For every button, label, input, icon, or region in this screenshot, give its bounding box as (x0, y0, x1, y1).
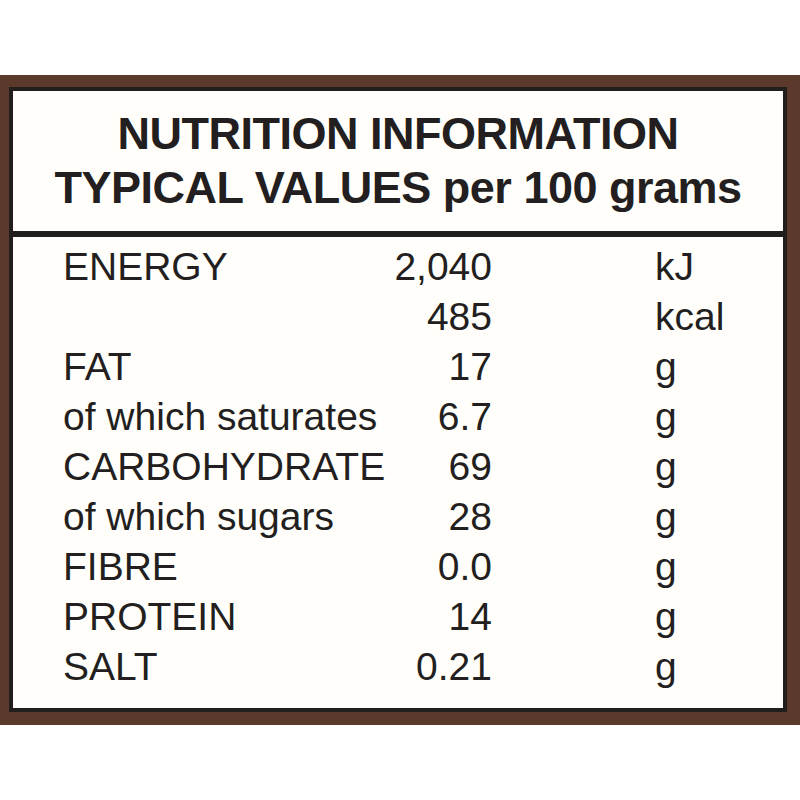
table-row: ENERGY 2,040 kJ (13, 242, 783, 292)
nutrient-name: PROTEIN (63, 592, 383, 642)
table-row: SALT 0.21 g (13, 642, 783, 692)
nutrient-unit: g (655, 592, 783, 642)
table-row: FAT 17 g (13, 342, 783, 392)
table-row: CARBOHYDRATE 69 g (13, 442, 783, 492)
nutrient-value: 2,040 (383, 242, 492, 292)
nutrient-value: 485 (383, 292, 492, 342)
nutrient-name: of which sugars (63, 492, 383, 542)
table-row: of which sugars 28 g (13, 492, 783, 542)
nutrient-unit: g (655, 442, 783, 492)
nutrient-unit: g (655, 342, 783, 392)
nutrient-value: 17 (383, 342, 492, 392)
nutrient-unit: g (655, 642, 783, 692)
nutrition-label-inner: NUTRITION INFORMATION TYPICAL VALUES per… (9, 87, 787, 712)
nutrient-value: 69 (383, 442, 492, 492)
nutrient-unit: kJ (655, 242, 783, 292)
nutrient-name (63, 292, 383, 342)
nutrition-table: ENERGY 2,040 kJ 485 kcal FAT 17 g of whi… (13, 237, 783, 708)
nutrient-value: 0.0 (383, 542, 492, 592)
nutrient-value: 0.21 (383, 642, 492, 692)
nutrient-unit: g (655, 392, 783, 442)
table-row: of which saturates 6.7 g (13, 392, 783, 442)
nutrient-name: SALT (63, 642, 383, 692)
nutrient-value: 14 (383, 592, 492, 642)
nutrient-name: ENERGY (63, 242, 383, 292)
page: NUTRITION INFORMATION TYPICAL VALUES per… (0, 0, 800, 800)
header-subtitle: TYPICAL VALUES per 100 grams (13, 161, 783, 215)
nutrient-unit: g (655, 542, 783, 592)
nutrient-name: FIBRE (63, 542, 383, 592)
table-row: 485 kcal (13, 292, 783, 342)
nutrition-label: NUTRITION INFORMATION TYPICAL VALUES per… (0, 75, 800, 725)
table-row: PROTEIN 14 g (13, 592, 783, 642)
nutrient-value: 28 (383, 492, 492, 542)
table-row: FIBRE 0.0 g (13, 542, 783, 592)
nutrient-value: 6.7 (383, 392, 492, 442)
header-title: NUTRITION INFORMATION (13, 107, 783, 161)
nutrient-name: of which saturates (63, 392, 383, 442)
nutrient-name: FAT (63, 342, 383, 392)
nutrient-unit: kcal (655, 292, 783, 342)
nutrient-name: CARBOHYDRATE (63, 442, 383, 492)
label-header: NUTRITION INFORMATION TYPICAL VALUES per… (13, 91, 783, 231)
nutrient-unit: g (655, 492, 783, 542)
